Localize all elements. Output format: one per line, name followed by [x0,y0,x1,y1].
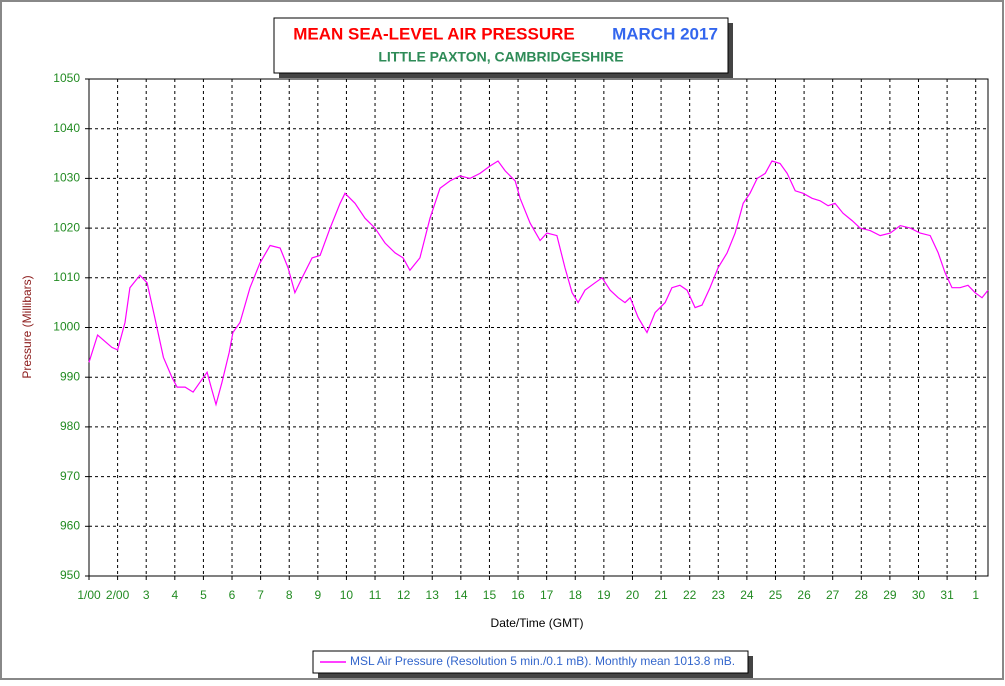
y-tick-label: 1040 [53,121,80,135]
x-tick-label: 25 [769,588,783,602]
y-tick-label: 970 [60,469,80,483]
x-tick-label: 22 [683,588,697,602]
x-tick-label: 17 [540,588,554,602]
x-tick-label: 26 [797,588,811,602]
y-tick-label: 1020 [53,220,80,234]
y-tick-label: 1030 [53,171,80,185]
x-tick-label: 11 [369,588,382,602]
x-tick-label: 13 [426,588,440,602]
x-axis-label: Date/Time (GMT) [491,616,584,630]
y-tick-label: 960 [60,518,80,532]
x-tick-label: 14 [454,588,468,602]
y-tick-label: 1010 [53,270,80,284]
x-tick-label: 10 [340,588,354,602]
x-tick-label: 1 [972,588,979,602]
x-tick-label: 4 [171,588,178,602]
x-tick-label: 6 [229,588,236,602]
chart-title: MEAN SEA-LEVEL AIR PRESSURE [293,24,575,43]
title-box [273,17,729,74]
legend-box [312,650,749,674]
x-tick-label: 20 [626,588,640,602]
y-axis-label: Pressure (Millibars) [20,275,34,378]
x-tick-label: 23 [712,588,726,602]
y-tick-label: 980 [60,419,80,433]
x-tick-label: 16 [511,588,525,602]
y-tick-label: 1000 [53,320,80,334]
x-tick-label: 18 [569,588,583,602]
x-tick-label: 5 [200,588,207,602]
x-tick-label: 15 [483,588,497,602]
x-tick-label: 24 [740,588,754,602]
x-tick-label: 2/00 [106,588,130,602]
x-tick-label: 1/00 [77,588,101,602]
x-tick-label: 19 [597,588,611,602]
y-tick-label: 990 [60,369,80,383]
x-tick-label: 21 [654,588,668,602]
x-tick-label: 8 [286,588,293,602]
x-tick-label: 9 [314,588,321,602]
x-tick-label: 31 [940,588,954,602]
x-tick-label: 12 [397,588,411,602]
x-tick-label: 27 [826,588,840,602]
x-tick-label: 28 [855,588,869,602]
plot-area [88,78,989,577]
x-tick-label: 3 [143,588,150,602]
line-series [88,160,989,407]
x-tick-label: 29 [883,588,897,602]
chart-subtitle: LITTLE PAXTON, CAMBRIDGESHIRE [378,49,623,65]
chart-title-date: MARCH 2017 [612,24,718,43]
x-tick-label: 30 [912,588,926,602]
legend-label: MSL Air Pressure (Resolution 5 min./0.1 … [350,654,735,668]
y-tick-label: 1050 [53,71,80,85]
x-tick-label: 7 [257,588,264,602]
y-tick-label: 950 [60,568,80,582]
